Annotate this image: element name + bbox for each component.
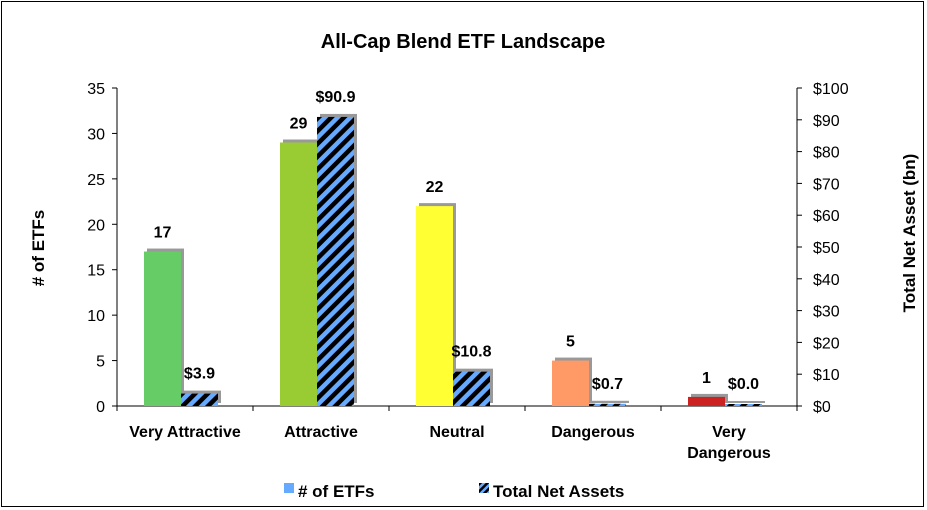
right-tick-label: $100 [813, 81, 849, 98]
data-label-net-assets: $90.9 [315, 89, 355, 106]
data-label-etf-count: 1 [702, 370, 711, 387]
bar-etf-count [688, 396, 725, 406]
right-axis-title: Total Net Asset (bn) [900, 154, 919, 313]
data-label-net-assets: $10.8 [451, 344, 491, 361]
left-tick-label: 15 [87, 263, 105, 280]
data-label-net-assets: $3.9 [184, 366, 215, 383]
bar-etf-count [280, 142, 317, 406]
right-tick-label: $0 [813, 399, 831, 416]
data-label-etf-count: 29 [290, 116, 308, 133]
legend-label-etfs: # of ETFs [298, 482, 375, 501]
data-label-etf-count: 5 [566, 334, 575, 351]
right-tick-label: $50 [813, 240, 840, 257]
bar-net-assets [453, 371, 490, 406]
left-tick-label: 5 [96, 354, 105, 371]
category-label: Very Attractive [129, 424, 241, 441]
category-label: Very [712, 424, 746, 441]
chart-title: All-Cap Blend ETF Landscape [321, 31, 605, 53]
left-tick-label: 30 [87, 126, 105, 143]
right-tick-label: $60 [813, 208, 840, 225]
bar-etf-count [552, 360, 589, 406]
category-label: Dangerous [551, 424, 635, 441]
bar-net-assets [317, 116, 354, 407]
right-tick-label: $40 [813, 272, 840, 289]
right-tick-label: $30 [813, 304, 840, 321]
bar-net-assets [725, 404, 762, 406]
data-label-etf-count: 17 [154, 225, 172, 242]
data-label-etf-count: 22 [426, 179, 444, 196]
right-tick-label: $20 [813, 335, 840, 352]
bar-net-assets [589, 403, 626, 406]
bar-etf-count [416, 206, 453, 406]
right-tick-label: $10 [813, 367, 840, 384]
category-label: Attractive [284, 424, 358, 441]
bar-net-assets [181, 393, 218, 406]
left-axis-title: # of ETFs [29, 210, 48, 287]
legend-swatch-etfs [284, 483, 294, 493]
plot-area: 05101520253035$0$10$20$30$40$50$60$70$80… [87, 81, 848, 462]
bar-shadow [728, 401, 765, 403]
right-tick-label: $90 [813, 113, 840, 130]
left-tick-label: 35 [87, 81, 105, 98]
legend-label-assets: Total Net Assets [493, 482, 624, 501]
bar-etf-count [144, 251, 181, 406]
data-label-net-assets: $0.7 [592, 376, 623, 393]
left-tick-label: 20 [87, 217, 105, 234]
left-tick-label: 25 [87, 172, 105, 189]
right-tick-label: $80 [813, 145, 840, 162]
legend: # of ETFs Total Net Assets [284, 482, 624, 501]
legend-swatch-assets [479, 483, 489, 493]
bar-shadow [592, 400, 629, 403]
left-tick-label: 0 [96, 399, 105, 416]
category-label: Dangerous [687, 445, 771, 462]
data-label-net-assets: $0.0 [728, 376, 759, 393]
left-tick-label: 10 [87, 308, 105, 325]
right-tick-label: $70 [813, 176, 840, 193]
category-label: Neutral [429, 424, 484, 441]
